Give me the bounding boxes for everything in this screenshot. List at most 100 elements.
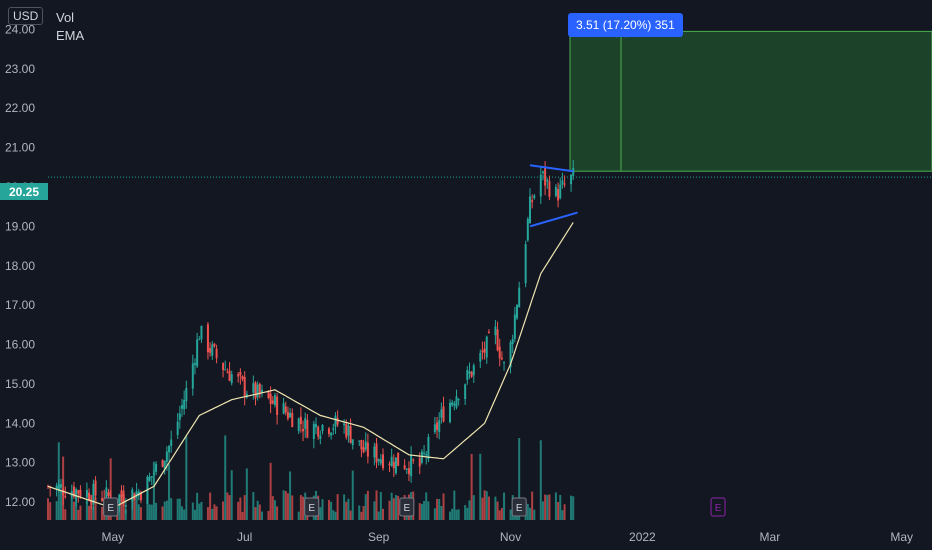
volume-bar [196, 492, 199, 520]
candle-body [243, 376, 246, 396]
candle-body [239, 371, 242, 376]
earnings-badge [103, 497, 119, 517]
candle-body [105, 487, 108, 498]
candle-body [405, 468, 408, 470]
currency-badge[interactable]: USD [8, 7, 44, 25]
candle-body [403, 465, 406, 469]
volume-bar [230, 470, 233, 520]
candle-body [487, 331, 490, 334]
candle-body [464, 384, 467, 400]
price-tick-label: 19.00 [5, 219, 35, 233]
volume-bar [193, 509, 196, 520]
volume-bar [526, 503, 529, 520]
candle-body [215, 348, 218, 359]
candle-body [332, 428, 335, 430]
legend-ema[interactable]: EMA [56, 28, 85, 43]
candle-body [124, 505, 127, 507]
measure-tool-label[interactable]: 3.51 (17.20%) 351 [568, 13, 683, 37]
volume-bar [541, 501, 544, 520]
candle-body [410, 454, 413, 477]
volume-bar [254, 507, 257, 520]
time-tick-label: May [890, 530, 913, 544]
volume-bar [358, 505, 361, 520]
candle-body [481, 350, 484, 353]
candle-body [79, 489, 82, 497]
candle-body [284, 406, 287, 413]
price-tick-label: 18.00 [5, 259, 35, 273]
volume-bar [327, 499, 330, 520]
candle-body [94, 480, 97, 496]
candle-body [185, 388, 188, 402]
volume-bar [88, 505, 91, 520]
candle-body [442, 406, 445, 422]
volume-bar [286, 493, 289, 520]
volume-bar [271, 496, 274, 520]
candle-body [440, 409, 443, 418]
time-tick-label: Jul [237, 530, 252, 544]
volume-bar [319, 507, 322, 520]
volume-bar [47, 498, 49, 520]
candle-body [362, 447, 365, 453]
candle-body [321, 424, 324, 432]
volume-bar [237, 501, 240, 520]
volume-bar [483, 490, 486, 520]
lower-trendline [529, 211, 578, 228]
volume-bar [211, 508, 214, 520]
candle-body [64, 495, 67, 497]
volume-bar [176, 498, 179, 520]
candle-body [213, 343, 216, 347]
earnings-marker[interactable]: E [304, 497, 320, 517]
candle-body [59, 484, 62, 488]
time-tick-label: Sep [368, 530, 390, 544]
candle-body [181, 405, 184, 409]
volume-bar [561, 510, 564, 520]
earnings-marker[interactable]: E [511, 497, 527, 517]
candle-body [273, 395, 276, 406]
volume-bar [222, 501, 225, 520]
candle-body [334, 415, 337, 427]
volume-bar [133, 492, 136, 520]
candle-body [407, 468, 410, 475]
candle-body [88, 492, 91, 501]
legend-vol[interactable]: Vol [56, 10, 75, 25]
candle-body [528, 196, 531, 224]
earnings-marker[interactable]: E [399, 497, 415, 517]
candle-body [364, 441, 367, 450]
candle-body [101, 498, 104, 501]
earnings-marker[interactable]: E [103, 497, 119, 517]
volume-bar [92, 506, 95, 520]
volume-bar [563, 504, 566, 520]
volume-bar [487, 496, 490, 520]
candle-body [496, 329, 499, 351]
candle-body [479, 352, 482, 362]
candle-body [336, 418, 339, 425]
candle-body [297, 418, 300, 432]
volume-bar [557, 501, 560, 520]
volume-bar [570, 495, 573, 520]
volume-bar [548, 494, 551, 520]
candle-body [533, 195, 536, 198]
volume-bar [77, 509, 80, 520]
candle-body [466, 370, 469, 380]
candle-body [457, 399, 460, 401]
volume-bar [198, 503, 201, 520]
candle-body [347, 425, 350, 436]
volume-bar [554, 492, 557, 520]
candle-body [559, 184, 562, 199]
volume-bar [241, 511, 244, 520]
volume-bar [109, 458, 112, 520]
volume-bar [423, 500, 426, 520]
earnings-letter: E [308, 503, 315, 514]
volume-bar [260, 511, 263, 520]
candle-body [206, 324, 209, 353]
volume-bar [239, 497, 242, 520]
volume-bar [503, 492, 506, 520]
candle-body [343, 423, 346, 426]
price-tick-label: 15.00 [5, 377, 35, 391]
earnings-marker[interactable]: E [710, 497, 726, 517]
candle-body [453, 403, 456, 406]
candle-body [176, 421, 179, 435]
candle-body [178, 413, 181, 420]
volume-bar [362, 505, 365, 520]
